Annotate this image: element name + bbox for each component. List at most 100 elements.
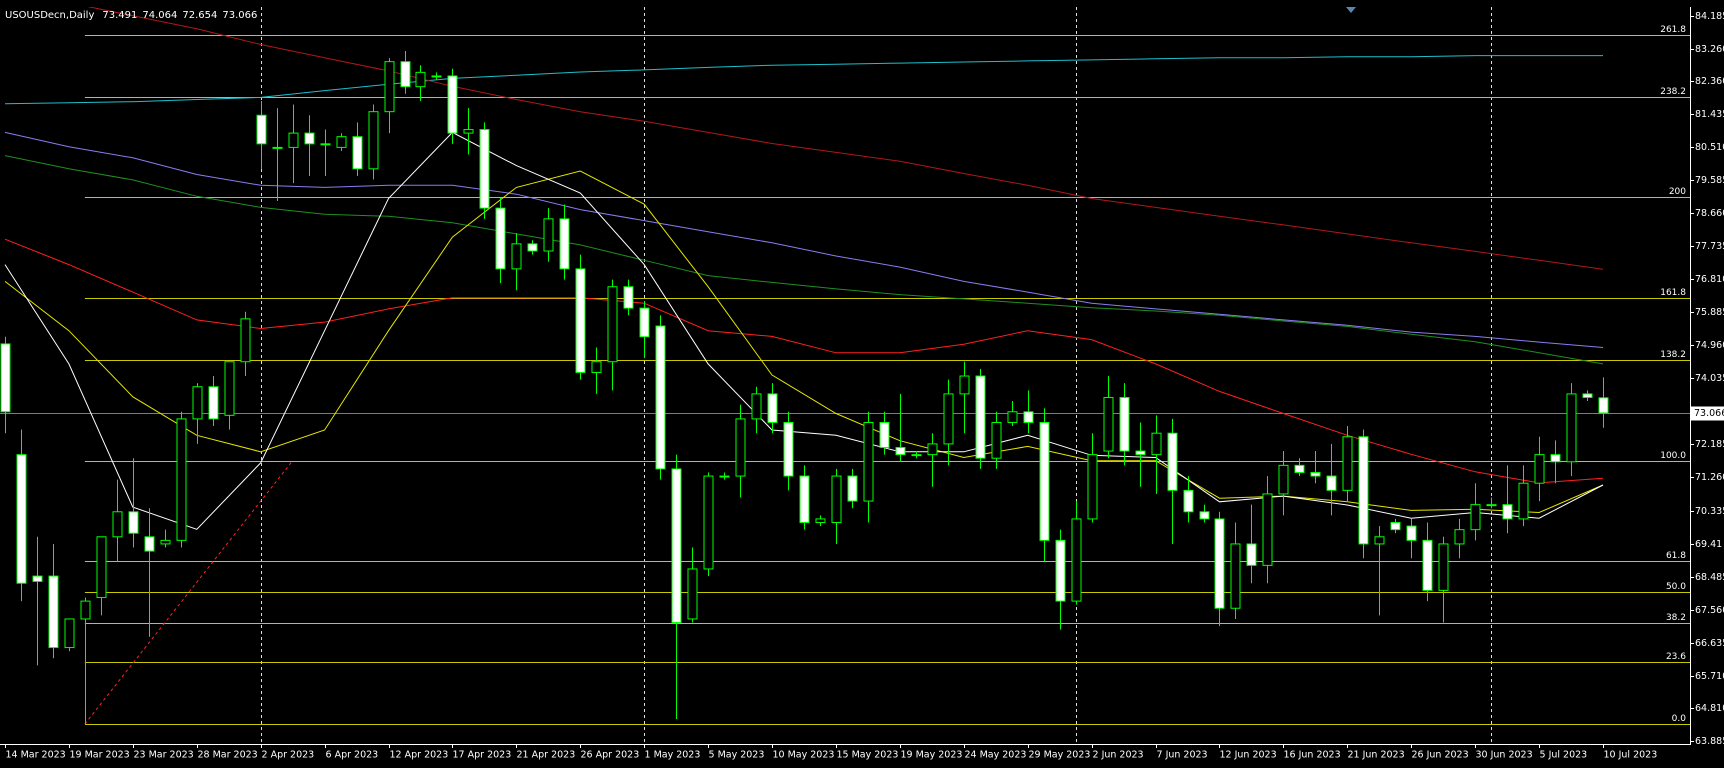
candle-body	[479, 129, 490, 209]
x-tick-label: 29 May 2023	[1029, 750, 1091, 761]
x-tick-label: 30 Jun 2023	[1476, 750, 1533, 761]
candle-body	[543, 218, 554, 252]
candle-body	[751, 393, 762, 420]
candle-body	[1326, 475, 1337, 491]
indicator-line	[4, 55, 1603, 105]
symbol-period: USOUSDecn,Daily	[5, 10, 94, 21]
candle-body	[687, 568, 698, 620]
candle-body	[879, 421, 890, 448]
candle-body	[256, 114, 267, 145]
candle-body	[639, 307, 650, 338]
y-tick-label: 74.035	[1695, 373, 1724, 384]
candle-body	[1358, 436, 1369, 545]
x-tick-label: 16 Jun 2023	[1284, 750, 1341, 761]
indicator-line	[4, 131, 1604, 530]
y-tick-label: 75.885	[1695, 307, 1724, 318]
candle-body	[1406, 525, 1417, 541]
y-tick-label: 63.885	[1695, 736, 1724, 747]
candle-body	[16, 454, 27, 584]
bid-label-box	[1691, 406, 1724, 421]
candle-body	[607, 286, 618, 363]
y-tick-label: 82.360	[1695, 76, 1724, 87]
indicator-line	[4, 131, 1604, 348]
candle-body	[975, 375, 986, 459]
candle-body	[927, 443, 938, 456]
fibo-level-label: 200	[1669, 187, 1686, 197]
y-tick-label: 74.960	[1695, 340, 1724, 351]
header: USOUSDecn,Daily 73.491 74.064 72.654 73.066	[5, 10, 257, 21]
candle-body	[1550, 454, 1561, 463]
x-tick-label: 28 Mar 2023	[198, 750, 258, 761]
candle-body	[415, 71, 426, 88]
x-tick-label: 21 Apr 2023	[517, 750, 576, 761]
indicator-line	[87, 7, 1604, 270]
candle-body	[447, 75, 458, 134]
y-tick-label: 80.510	[1695, 142, 1724, 153]
x-tick-label: 1 May 2023	[645, 750, 701, 761]
candle-body	[176, 418, 187, 541]
candle-body	[336, 136, 347, 148]
x-tick-label: 26 Apr 2023	[581, 750, 640, 761]
candle-body	[911, 454, 922, 457]
candle-body	[272, 146, 283, 149]
candle-body	[895, 446, 906, 456]
x-tick-label: 2 Apr 2023	[262, 750, 315, 761]
candle-body	[304, 132, 315, 145]
candle-body	[368, 111, 379, 170]
y-tick-label: 64.810	[1695, 703, 1724, 714]
candle-body	[1518, 482, 1529, 520]
candle-body	[1486, 504, 1497, 507]
candle-body	[1470, 504, 1481, 531]
candle-body	[1422, 539, 1433, 591]
candle-body	[1214, 518, 1225, 609]
y-tick-label: 66.635	[1695, 638, 1724, 649]
fibo-level-label: 38.2	[1666, 613, 1686, 623]
x-tick-label: 6 Apr 2023	[326, 750, 379, 761]
candle-body	[32, 575, 43, 582]
x-tick-label: 12 Apr 2023	[390, 750, 449, 761]
candle-body	[1119, 396, 1130, 452]
candle-body	[991, 421, 1002, 459]
fibo-level-label: 100.0	[1660, 451, 1686, 461]
candle-body	[783, 421, 794, 477]
candle-body	[1502, 504, 1513, 520]
candle-body	[112, 511, 123, 538]
candle-body	[320, 143, 331, 146]
candle-body	[703, 475, 714, 570]
x-tick-label: 26 Jun 2023	[1412, 750, 1469, 761]
candle-body	[160, 539, 171, 545]
candle-body	[1374, 536, 1385, 545]
candle-body	[64, 618, 75, 649]
y-tick-label: 70.335	[1695, 506, 1724, 517]
candle-body	[623, 286, 634, 309]
candle-body	[1342, 436, 1353, 491]
x-tick-label: 17 Apr 2023	[453, 750, 512, 761]
candle-body	[1007, 411, 1018, 423]
y-tick-label: 77.735	[1695, 241, 1724, 252]
candle-body	[671, 468, 682, 624]
candle-body	[511, 243, 522, 270]
fibo-level-label: 0.0	[1672, 714, 1687, 724]
candle-body	[1310, 471, 1321, 477]
candle-body	[1598, 397, 1609, 414]
candle-body	[1055, 539, 1066, 602]
x-tick-label: 10 Jul 2023	[1604, 750, 1658, 761]
candle-body	[1183, 489, 1194, 513]
candle-body	[1582, 393, 1593, 398]
x-tick-label: 5 May 2023	[709, 750, 765, 761]
candle-body	[1199, 511, 1210, 520]
open-price: 73.491	[102, 10, 137, 21]
y-tick-label: 72.185	[1695, 439, 1724, 450]
shift-marker	[1346, 7, 1356, 13]
candle-body	[575, 268, 586, 373]
candle-body	[208, 386, 219, 420]
candle-body	[655, 325, 666, 470]
candle-body	[831, 475, 842, 524]
candle-body	[1103, 396, 1114, 452]
candle-body	[719, 475, 730, 478]
y-tick-label: 83.260	[1695, 44, 1724, 55]
x-tick-label: 7 Jun 2023	[1157, 750, 1208, 761]
y-tick-label: 76.810	[1695, 274, 1724, 285]
candle-body	[863, 421, 874, 502]
